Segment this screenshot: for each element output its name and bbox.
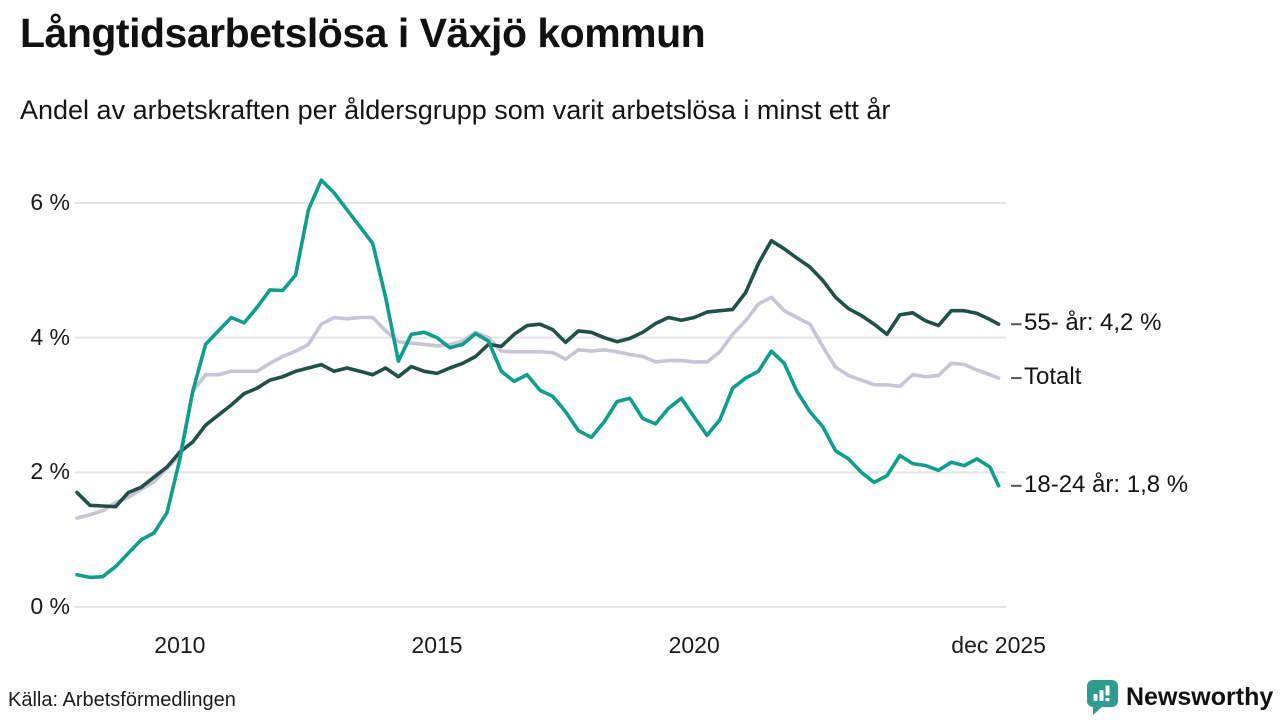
series-line-18-24-r	[75, 178, 1001, 580]
series-label-totalt: Totalt	[1024, 363, 1082, 391]
y-tick-label-0: 0 %	[30, 593, 70, 619]
y-tick-label-2: 2 %	[30, 458, 70, 485]
series-line-totalt	[75, 295, 1001, 520]
series-label-55-r: 55- år: 4,2 %	[1024, 309, 1162, 337]
page-title: Långtidsarbetslösa i Växjö kommun	[20, 10, 706, 56]
brand-logo: Newsworthy	[1086, 679, 1273, 715]
brand-name: Newsworthy	[1126, 682, 1274, 711]
chart-subtitle: Andel av arbetskraften per åldersgrupp s…	[20, 95, 891, 125]
x-tick-label-dec-2025: dec 2025	[951, 632, 1046, 658]
source-note: Källa: Arbetsförmedlingen	[8, 689, 236, 711]
x-tick-label-2010: 2010	[154, 632, 206, 658]
bar-chart-speech-bubble-icon	[1087, 680, 1118, 715]
y-tick-label-6: 6 %	[30, 189, 70, 216]
y-tick-label-4: 4 %	[30, 323, 70, 350]
x-tick-label-2015: 2015	[411, 632, 463, 658]
series-label-18-24-r: 18-24 år: 1,8 %	[1024, 470, 1189, 498]
x-tick-label-2020: 2020	[668, 632, 720, 658]
series-line-55-r	[75, 238, 1001, 509]
